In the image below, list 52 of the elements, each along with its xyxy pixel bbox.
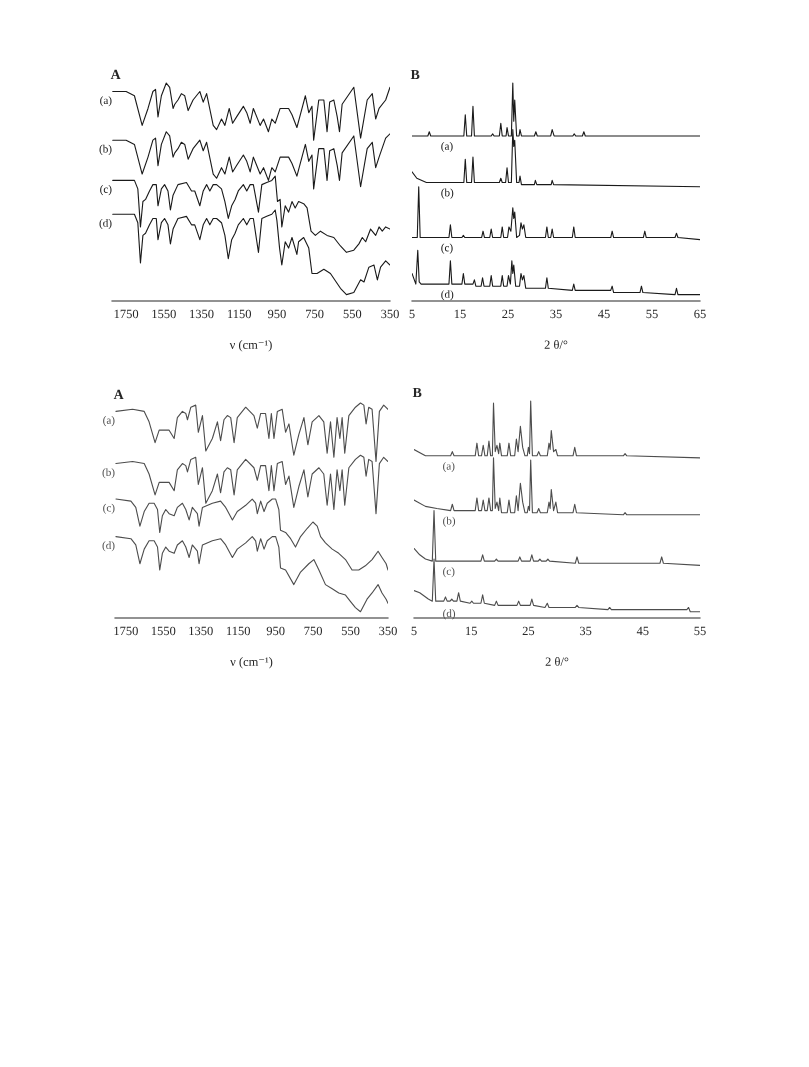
x-tick-label: 35 <box>579 626 592 636</box>
x-tick-label: 1350 <box>189 626 213 636</box>
x-tick-label: 1150 <box>227 626 250 636</box>
series-label: (c) <box>443 567 455 578</box>
chart-title: B <box>410 69 420 80</box>
x-tick-label: 15 <box>466 626 477 636</box>
series-label: (c) <box>100 185 112 196</box>
x-tick-label: 1550 <box>151 626 176 636</box>
series-label: (b) <box>443 516 456 527</box>
x-tick-label: 550 <box>343 309 362 319</box>
x-tick-label: 25 <box>522 626 535 636</box>
series-label: (a) <box>443 461 455 472</box>
series-label: (d) <box>102 541 115 552</box>
x-axis-title: 2 θ/° <box>545 657 569 666</box>
x-tick-label: 55 <box>694 626 706 636</box>
series-label: (a) <box>103 416 115 427</box>
x-tick-label: 550 <box>341 626 360 636</box>
x-tick-label: 750 <box>304 626 322 636</box>
chart-title: A <box>113 389 124 400</box>
series-label: (d) <box>99 218 112 230</box>
x-tick-label: 750 <box>306 309 324 319</box>
x-tick-label: 15 <box>454 309 466 319</box>
x-tick-label: 45 <box>597 309 610 319</box>
chart-title: A <box>110 69 121 80</box>
series-label: (b) <box>102 468 115 479</box>
series-label: (d) <box>441 290 454 301</box>
x-axis-title: 2 θ/° <box>544 340 568 349</box>
x-tick-label: 65 <box>694 309 706 319</box>
x-tick-label: 350 <box>379 626 397 636</box>
series-label: (b) <box>441 188 454 199</box>
series-label: (c) <box>441 243 453 254</box>
series-label: (b) <box>99 144 112 155</box>
x-tick-label: 1750 <box>114 626 138 636</box>
x-tick-label: 45 <box>636 626 649 636</box>
x-tick-label: 350 <box>381 309 399 319</box>
x-tick-label: 1350 <box>190 309 214 319</box>
x-tick-label: 35 <box>550 309 562 319</box>
x-axis-title: ν (cm⁻¹) <box>229 340 272 352</box>
x-tick-label: 25 <box>502 309 514 319</box>
x-tick-label: 950 <box>267 309 286 319</box>
x-tick-label: 1550 <box>152 309 176 319</box>
chart-title: B <box>412 387 422 398</box>
series-label: (a) <box>441 142 453 153</box>
series-label: (c) <box>103 503 115 514</box>
x-tick-label: 5 <box>409 309 415 319</box>
x-tick-label: 1750 <box>114 309 139 319</box>
x-tick-label: 950 <box>266 626 285 636</box>
x-tick-label: 55 <box>646 309 658 319</box>
series-label: (a) <box>100 96 112 107</box>
x-tick-label: 1150 <box>228 309 252 319</box>
x-axis-title: ν (cm⁻¹) <box>230 657 273 669</box>
x-tick-label: 5 <box>411 626 417 636</box>
